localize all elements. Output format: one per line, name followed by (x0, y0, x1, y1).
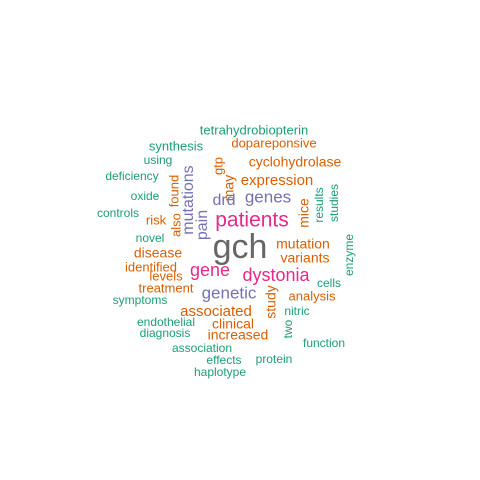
word-nitric: nitric (284, 304, 309, 318)
word-protein: protein (256, 352, 293, 366)
word-novel: novel (136, 231, 165, 245)
word-disease: disease (134, 245, 182, 261)
word-effects: effects (206, 353, 241, 367)
word-risk: risk (146, 212, 167, 227)
word-expression: expression (241, 172, 314, 189)
word-mutations: mutations (180, 165, 197, 234)
word-tetrahydrobiopterin: tetrahydrobiopterin (200, 122, 308, 137)
word-gene: gene (190, 260, 230, 280)
word-treatment: treatment (139, 280, 194, 295)
word-identified: identified (125, 259, 177, 274)
word-drd: drd (212, 192, 235, 209)
word-may: may (221, 175, 237, 201)
word-levels: levels (149, 268, 183, 283)
word-association: association (172, 341, 232, 355)
word-variants: variants (280, 250, 329, 266)
word-haplotype: haplotype (194, 365, 246, 379)
word-study: study (263, 285, 279, 318)
word-genetic: genetic (202, 283, 257, 302)
word-enzyme: enzyme (342, 234, 356, 276)
word-cyclohydrolase: cyclohydrolase (249, 154, 342, 170)
word-endothelial: endothelial (137, 315, 195, 329)
word-patients: patients (215, 209, 289, 232)
word-mice: mice (296, 198, 312, 228)
word-studies: studies (327, 184, 341, 222)
word-two: two (281, 319, 295, 338)
word-increased: increased (208, 327, 269, 343)
word-deficiency: deficiency (105, 169, 158, 183)
word-analysis: analysis (289, 288, 336, 303)
word-controls: controls (97, 206, 139, 220)
word-synthesis: synthesis (149, 138, 204, 153)
word-oxide: oxide (131, 189, 160, 203)
word-function: function (303, 336, 345, 350)
word-pain: pain (194, 210, 211, 240)
word-also: also (168, 213, 183, 237)
word-cells: cells (317, 276, 341, 290)
word-symptoms: symptoms (113, 293, 168, 307)
word-dopareponsive: dopareponsive (231, 135, 316, 150)
word-gch: gch (213, 228, 268, 266)
word-using: using (144, 153, 173, 167)
word-results: results (312, 187, 326, 222)
word-mutation: mutation (276, 236, 330, 252)
word-clinical: clinical (212, 316, 254, 332)
word-dystonia: dystonia (242, 265, 310, 285)
word-genes: genes (245, 187, 291, 206)
word-found: found (166, 175, 181, 208)
word-gtp: gtp (210, 157, 225, 175)
word-diagnosis: diagnosis (140, 326, 191, 340)
word-associated: associated (180, 303, 252, 320)
